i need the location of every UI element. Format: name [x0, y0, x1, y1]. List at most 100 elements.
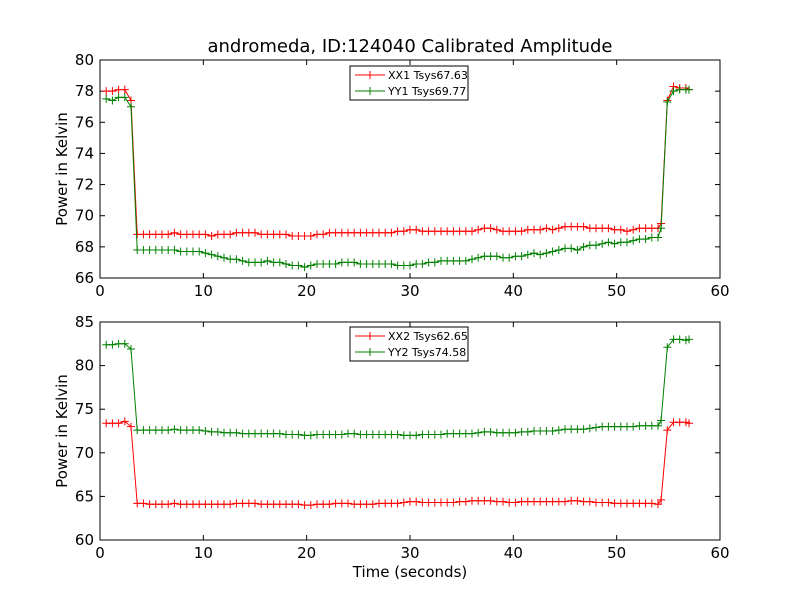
- data-point: [213, 252, 222, 261]
- data-point: [108, 87, 117, 96]
- data-point: [468, 429, 476, 438]
- data-point: [486, 496, 495, 505]
- data-point: [629, 422, 638, 431]
- data-point: [468, 227, 476, 236]
- x-tick-label: 20: [297, 282, 316, 300]
- series-1: [102, 417, 693, 510]
- data-point: [468, 255, 476, 264]
- data-point: [108, 340, 117, 349]
- data-point: [102, 94, 111, 103]
- data-point: [641, 235, 650, 244]
- data-point: [669, 87, 678, 96]
- data-point: [604, 498, 613, 507]
- y-tick-label: 74: [75, 144, 94, 162]
- data-point: [663, 98, 672, 106]
- data-point: [201, 249, 210, 258]
- data-point: [350, 429, 359, 438]
- data-point: [120, 339, 129, 348]
- data-point: [554, 426, 563, 435]
- data-point: [517, 252, 526, 261]
- data-point: [567, 244, 576, 253]
- data-point: [226, 230, 235, 239]
- data-point: [542, 224, 551, 233]
- data-point: [170, 246, 179, 254]
- data-point: [592, 423, 600, 432]
- data-point: [368, 500, 377, 509]
- data-point: [492, 225, 501, 234]
- data-point: [319, 230, 328, 239]
- legend-swatch-marker: [366, 332, 374, 340]
- axes-frame: [99, 321, 721, 541]
- y-tick-label: 60: [75, 531, 94, 549]
- data-point: [257, 258, 266, 267]
- data-point: [207, 232, 216, 240]
- data-point: [685, 335, 693, 344]
- data-point: [306, 261, 315, 270]
- data-point: [251, 499, 259, 508]
- data-point: [449, 498, 458, 507]
- x-tick-label: 10: [194, 282, 213, 300]
- data-point: [226, 500, 235, 509]
- y-tick-label: 72: [75, 176, 94, 194]
- legend: XX1 Tsys67.63 YY1 Tsys69.77: [349, 65, 469, 101]
- data-point: [499, 497, 507, 506]
- data-point: [275, 429, 284, 438]
- legend-swatch-marker: [366, 87, 374, 95]
- data-point: [654, 421, 662, 430]
- legend-entry: XX1 Tsys67.63: [388, 69, 468, 82]
- y-axis-label: Power in Kelvin: [53, 374, 71, 488]
- data-point: [399, 498, 408, 507]
- legend-swatch-marker: [366, 71, 374, 79]
- data-point: [306, 232, 315, 240]
- data-point: [623, 238, 631, 247]
- data-point: [604, 238, 613, 247]
- data-point: [108, 96, 117, 105]
- plot-1: 0 10 20 30 40 50 60 66 68 70 72 74 76 78 80 Power in Ke…: [53, 51, 730, 300]
- data-point: [573, 496, 582, 505]
- x-tick-label: 30: [400, 282, 419, 300]
- data-point: [530, 249, 538, 258]
- y-tick-label: 85: [75, 313, 94, 331]
- data-point: [430, 258, 439, 267]
- data-point: [523, 250, 532, 259]
- data-point: [164, 426, 173, 435]
- data-point: [127, 345, 135, 353]
- data-point: [685, 85, 693, 94]
- data-point: [263, 256, 272, 265]
- data-point: [232, 428, 241, 437]
- data-point: [598, 239, 607, 248]
- data-point: [657, 495, 666, 504]
- data-point: [170, 425, 179, 434]
- data-point: [195, 247, 204, 256]
- data-point: [127, 102, 135, 111]
- data-point: [213, 427, 222, 436]
- y-tick-label: 70: [75, 444, 94, 462]
- data-point: [331, 260, 340, 268]
- data-point: [170, 228, 179, 237]
- data-point: [337, 430, 346, 439]
- data-point: [306, 501, 315, 510]
- legend-swatch-marker: [366, 348, 374, 356]
- data-point: [294, 500, 303, 509]
- data-point: [486, 427, 495, 436]
- data-point: [474, 253, 483, 262]
- data-point: [412, 431, 421, 440]
- y-tick-label: 75: [75, 400, 94, 418]
- legend-entry: YY2 Tsys74.58: [387, 346, 466, 359]
- data-point: [523, 427, 532, 436]
- data-point: [511, 498, 520, 507]
- legend: XX2 Tsys62.65 YY2 Tsys74.58: [349, 326, 469, 362]
- data-point: [554, 246, 563, 254]
- x-tick-label: 60: [710, 544, 729, 562]
- data-point: [300, 263, 309, 272]
- data-point: [511, 428, 520, 437]
- data-point: [251, 228, 259, 237]
- y-tick-label: 68: [75, 238, 94, 256]
- x-axis-label: Time (seconds): [352, 563, 468, 581]
- data-point: [201, 230, 210, 239]
- y-tick-label: 78: [75, 82, 94, 100]
- data-point: [592, 241, 600, 250]
- data-point: [604, 224, 613, 233]
- data-point: [114, 419, 123, 428]
